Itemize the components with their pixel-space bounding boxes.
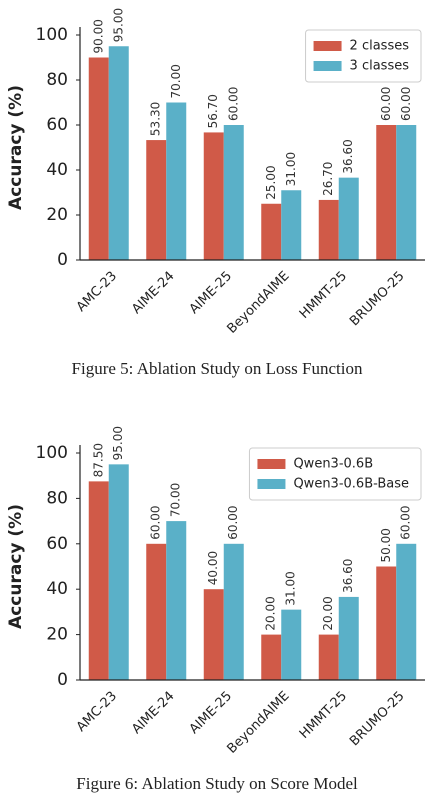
y-tick-label: 0 bbox=[57, 250, 68, 270]
y-tick-label: 20 bbox=[46, 205, 68, 225]
bar bbox=[108, 46, 129, 260]
value-label: 60.00 bbox=[379, 87, 393, 121]
bar bbox=[338, 596, 359, 680]
bar bbox=[166, 521, 187, 680]
bar bbox=[166, 102, 187, 260]
bar bbox=[223, 125, 244, 260]
x-tick-label: HMMT-25 bbox=[297, 269, 350, 322]
bar bbox=[318, 634, 339, 680]
value-label: 40.00 bbox=[206, 551, 220, 585]
y-tick-label: 40 bbox=[46, 579, 68, 599]
figure-caption: Figure 6: Ablation Study on Score Model bbox=[76, 774, 358, 793]
bar bbox=[146, 140, 167, 260]
value-label: 70.00 bbox=[169, 483, 183, 517]
legend-swatch bbox=[313, 41, 342, 51]
y-axis-label: Accuracy (%) bbox=[6, 85, 26, 210]
bar bbox=[203, 132, 224, 260]
value-label: 31.00 bbox=[284, 152, 298, 186]
y-tick-label: 40 bbox=[46, 160, 68, 180]
y-tick-label: 80 bbox=[46, 488, 68, 508]
figure-caption: Figure 5: Ablation Study on Loss Functio… bbox=[72, 359, 363, 378]
value-label: 36.60 bbox=[341, 139, 355, 173]
value-label: 56.70 bbox=[206, 94, 220, 128]
x-tick-label: AIME-24 bbox=[129, 689, 177, 737]
bar bbox=[203, 589, 224, 680]
legend-swatch bbox=[313, 61, 342, 71]
y-tick-label: 20 bbox=[46, 625, 68, 645]
value-label: 36.60 bbox=[341, 559, 355, 593]
y-tick-label: 0 bbox=[57, 670, 68, 690]
value-label: 60.00 bbox=[226, 87, 240, 121]
bar bbox=[396, 125, 417, 260]
value-label: 70.00 bbox=[169, 64, 183, 98]
bar bbox=[108, 464, 129, 680]
value-label: 95.00 bbox=[111, 8, 125, 42]
value-label: 60.00 bbox=[399, 87, 413, 121]
value-label: 31.00 bbox=[284, 571, 298, 605]
y-axis-label: Accuracy (%) bbox=[6, 504, 26, 629]
x-tick-label: AMC-23 bbox=[74, 689, 120, 735]
x-tick-label: BeyondAIME bbox=[225, 269, 293, 337]
bar bbox=[318, 199, 339, 260]
bar bbox=[146, 543, 167, 680]
value-label: 20.00 bbox=[321, 596, 335, 630]
bar bbox=[376, 566, 397, 680]
value-label: 60.00 bbox=[149, 505, 163, 539]
bar bbox=[88, 481, 109, 680]
bar bbox=[376, 125, 397, 260]
value-label: 25.00 bbox=[264, 165, 278, 199]
legend-label: Qwen3-0.6B-Base bbox=[293, 477, 409, 492]
x-tick-label: AIME-25 bbox=[187, 269, 235, 317]
bar bbox=[261, 634, 282, 680]
value-label: 50.00 bbox=[379, 528, 393, 562]
y-tick-label: 80 bbox=[46, 70, 68, 90]
x-tick-label: BRUMO-25 bbox=[347, 689, 407, 749]
y-tick-label: 60 bbox=[46, 115, 68, 135]
y-tick-label: 100 bbox=[36, 25, 68, 45]
legend-label: Qwen3-0.6B bbox=[293, 457, 373, 472]
x-tick-label: BeyondAIME bbox=[225, 689, 293, 757]
bar bbox=[338, 177, 359, 260]
bar bbox=[396, 543, 417, 680]
value-label: 26.70 bbox=[321, 162, 335, 196]
value-label: 53.30 bbox=[149, 102, 163, 136]
bar bbox=[281, 609, 302, 680]
bar bbox=[88, 57, 109, 260]
x-tick-label: AIME-24 bbox=[129, 269, 177, 317]
x-tick-label: BRUMO-25 bbox=[347, 269, 407, 329]
x-tick-label: HMMT-25 bbox=[297, 689, 350, 742]
value-label: 87.50 bbox=[91, 443, 105, 477]
x-tick-label: AIME-25 bbox=[187, 689, 235, 737]
bar bbox=[261, 203, 282, 260]
x-tick-label: AMC-23 bbox=[74, 269, 120, 315]
y-tick-label: 60 bbox=[46, 534, 68, 554]
legend-label: 3 classes bbox=[350, 59, 410, 74]
y-tick-label: 100 bbox=[36, 443, 68, 463]
value-label: 60.00 bbox=[399, 505, 413, 539]
value-label: 95.00 bbox=[111, 426, 125, 460]
legend-swatch bbox=[257, 479, 286, 489]
bar bbox=[223, 543, 244, 680]
legend-swatch bbox=[257, 459, 286, 469]
value-label: 20.00 bbox=[264, 596, 278, 630]
legend-box bbox=[248, 447, 422, 501]
legend-label: 2 classes bbox=[350, 39, 410, 54]
value-label: 60.00 bbox=[226, 505, 240, 539]
value-label: 90.00 bbox=[91, 19, 105, 53]
bar bbox=[281, 190, 302, 260]
